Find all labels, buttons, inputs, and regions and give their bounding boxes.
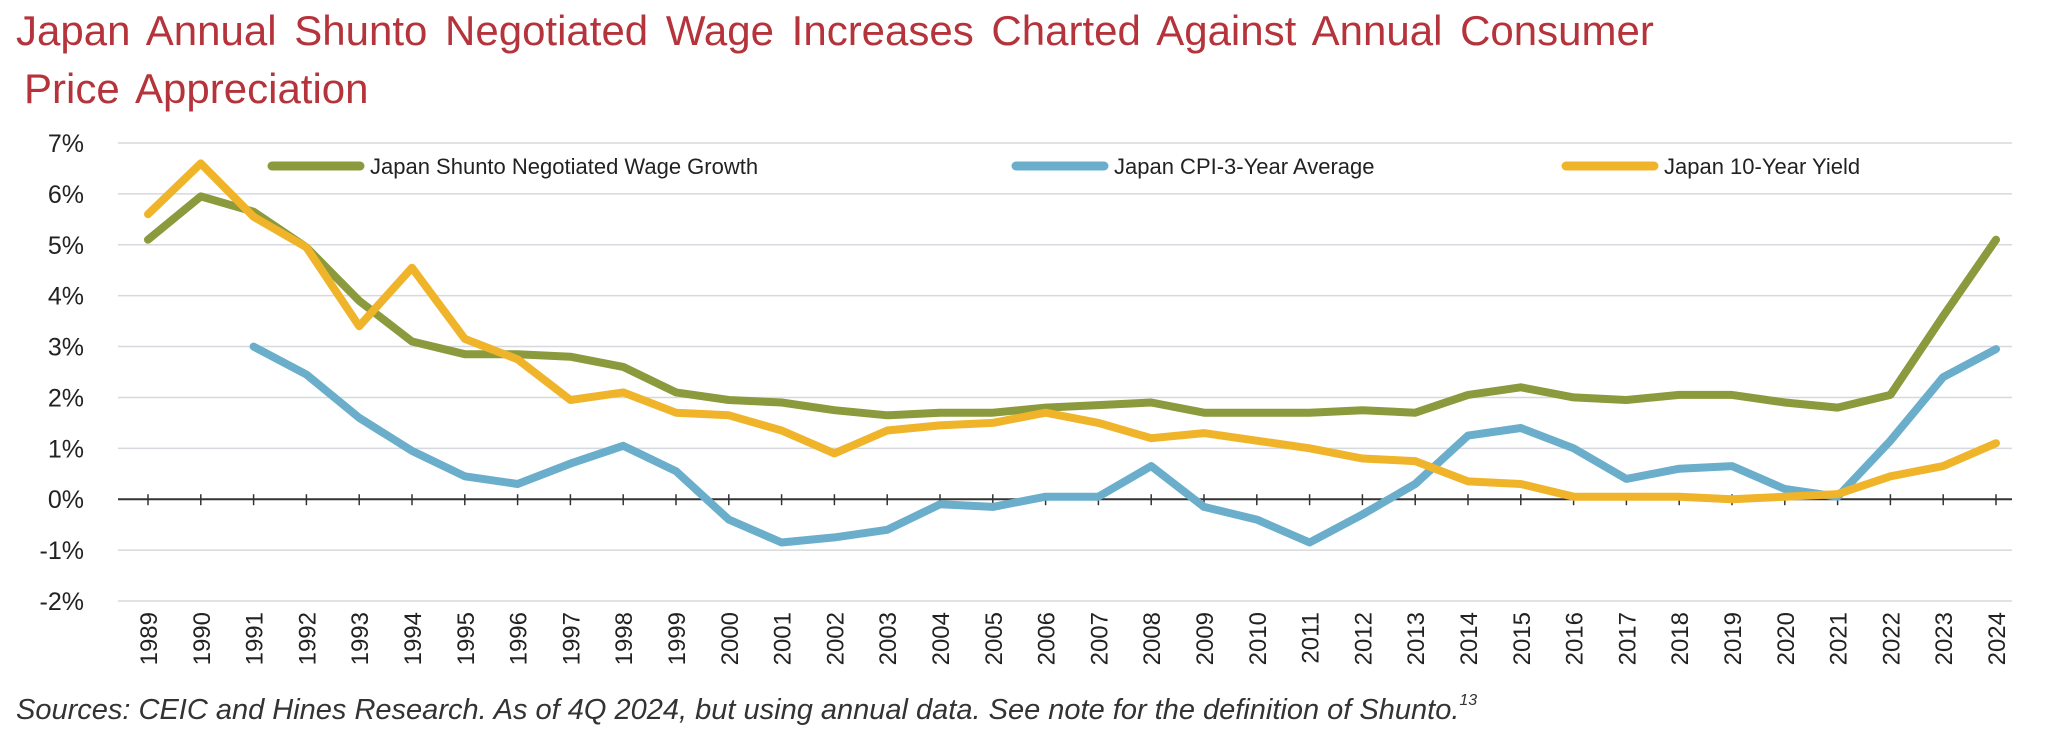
legend-label: Japan Shunto Negotiated Wage Growth [370, 154, 758, 179]
x-tick-label: 2024 [1984, 612, 2011, 665]
x-tick-label: 2020 [1773, 612, 1800, 665]
footnote-marker: 13 [1459, 692, 1478, 709]
x-tick-label: 2006 [1034, 612, 1061, 665]
y-tick-label: -2% [40, 588, 84, 616]
series-line [144, 192, 2000, 420]
x-tick-label: 2005 [981, 612, 1008, 665]
series-line [249, 342, 2000, 547]
y-tick-label: -1% [40, 537, 84, 565]
x-tick-label: 1996 [506, 612, 533, 665]
x-tick-label: 2013 [1403, 612, 1430, 665]
chart-title: Japan Annual Shunto Negotiated Wage Incr… [16, 2, 1876, 118]
x-tick-label: 2003 [875, 612, 902, 665]
y-tick-label: 2% [48, 384, 84, 412]
x-tick-label: 1992 [294, 612, 321, 665]
y-tick-label: 3% [48, 334, 84, 362]
x-tick-label: 1991 [242, 612, 269, 665]
x-tick-label: 2001 [770, 612, 797, 665]
x-tick-label: 1999 [664, 612, 691, 665]
x-tick-label: 2008 [1139, 612, 1166, 665]
y-axis: -2% -1% 0% 1% 2% 3% 4% 5% 6% 7% [40, 130, 84, 616]
x-tick-label: 2011 [1298, 612, 1325, 664]
x-tick-label: 1993 [347, 612, 374, 665]
x-tick-label: 2021 [1826, 612, 1853, 665]
x-tick-label: 1998 [611, 612, 638, 665]
x-tick-label: 1997 [558, 612, 585, 665]
y-tick-label: 4% [48, 283, 84, 311]
x-tick-label: 1990 [189, 612, 216, 665]
x-tick-label: 1989 [136, 612, 163, 665]
x-axis: 1989 1990 1991 1992 1993 1994 1995 1996 1997 1998… [118, 494, 2012, 665]
legend-label: Japan CPI-3-Year Average [1114, 154, 1375, 179]
y-tick-label: 7% [48, 130, 84, 158]
series-line [144, 159, 2000, 504]
y-tick-label: 0% [48, 486, 84, 514]
x-tick-label: 2012 [1350, 612, 1377, 665]
x-tick-label: 2018 [1667, 612, 1694, 665]
y-tick-label: 5% [48, 232, 84, 260]
y-tick-label: 6% [48, 181, 84, 209]
x-tick-label: 2023 [1931, 612, 1958, 665]
x-tick-label: 2019 [1720, 612, 1747, 665]
x-tick-label: 2010 [1245, 612, 1272, 665]
x-tick-label: 2004 [928, 612, 955, 665]
source-text: Sources: CEIC and Hines Research. As of … [16, 694, 1460, 726]
gridlines [118, 142, 2012, 602]
series-lines [144, 159, 2000, 547]
chart-title-line-1: Japan Annual Shunto Negotiated Wage Incr… [16, 7, 1654, 54]
x-tick-label: 2016 [1562, 612, 1589, 665]
legend: Japan Shunto Negotiated Wage Growth Japan… [267, 154, 1860, 179]
x-tick-label: 2015 [1509, 612, 1536, 665]
x-tick-label: 2007 [1086, 612, 1113, 665]
x-tick-label: 1995 [453, 612, 480, 665]
x-tick-label: 2022 [1878, 612, 1905, 665]
x-tick-label: 2000 [717, 612, 744, 665]
x-tick-label: 2009 [1192, 612, 1219, 665]
source-note: Sources: CEIC and Hines Research. As of … [16, 692, 1477, 727]
y-tick-label: 1% [48, 435, 84, 463]
legend-label: Japan 10-Year Yield [1664, 154, 1860, 179]
chart-title-line-2: Price Appreciation [24, 65, 369, 112]
x-tick-label: 1994 [400, 612, 427, 665]
x-tick-label: 2002 [822, 612, 849, 665]
x-tick-label: 2014 [1456, 612, 1483, 665]
x-tick-label: 2017 [1614, 612, 1641, 665]
